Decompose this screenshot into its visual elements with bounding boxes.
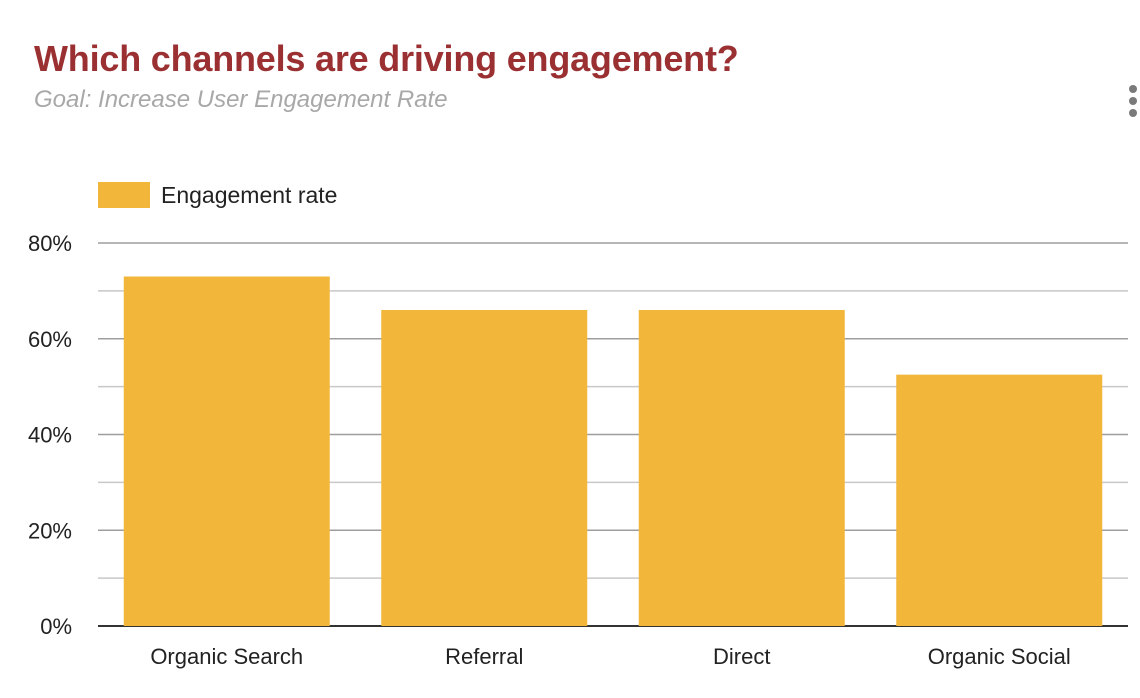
y-tick-label: 40% bbox=[28, 423, 72, 448]
bar[interactable] bbox=[123, 276, 330, 626]
y-tick-label: 80% bbox=[28, 231, 72, 256]
bar[interactable] bbox=[381, 310, 588, 626]
bars bbox=[123, 276, 1103, 626]
y-tick-label: 0% bbox=[40, 614, 72, 639]
menu-dot bbox=[1129, 109, 1137, 117]
y-tick-label: 60% bbox=[28, 327, 72, 352]
x-tick-label: Organic Social bbox=[928, 644, 1071, 669]
x-tick-label: Referral bbox=[445, 644, 523, 669]
menu-dot bbox=[1129, 85, 1137, 93]
y-axis-ticks: 0% 20% 40% 60% 80% bbox=[28, 231, 72, 639]
x-tick-label: Direct bbox=[713, 644, 770, 669]
legend: Engagement rate bbox=[98, 182, 337, 208]
y-tick-label: 20% bbox=[28, 518, 72, 543]
bar[interactable] bbox=[896, 374, 1103, 626]
bar[interactable] bbox=[638, 310, 845, 626]
menu-dot bbox=[1129, 97, 1137, 105]
legend-swatch bbox=[98, 182, 150, 208]
more-vertical-icon[interactable] bbox=[1124, 84, 1140, 118]
chart-title: Which channels are driving engagement? bbox=[34, 38, 739, 79]
x-tick-label: Organic Search bbox=[150, 644, 303, 669]
x-axis-ticks: Organic Search Referral Direct Organic Soci… bbox=[150, 644, 1070, 669]
chart-subtitle: Goal: Increase User Engagement Rate bbox=[34, 86, 448, 113]
legend-label: Engagement rate bbox=[161, 182, 337, 208]
